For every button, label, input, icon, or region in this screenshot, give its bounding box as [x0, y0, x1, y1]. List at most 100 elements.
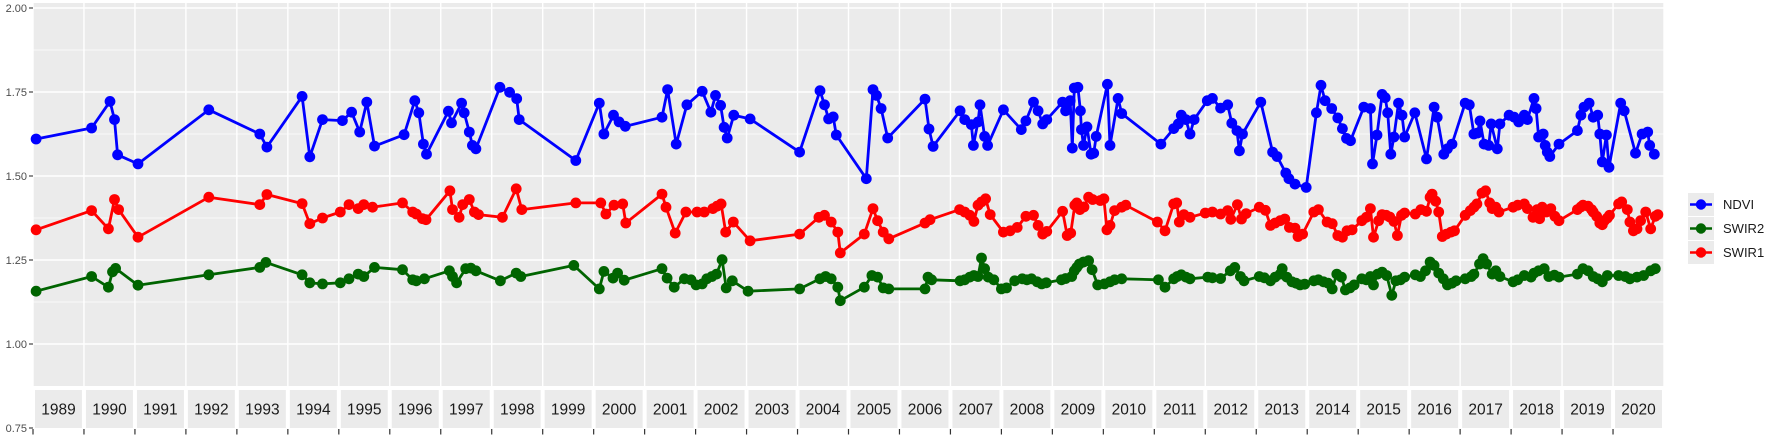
data-point-ndvi	[261, 141, 273, 153]
data-point-ndvi	[511, 93, 523, 105]
facet-strip-label: 2001	[653, 402, 687, 419]
data-point-ndvi	[927, 141, 939, 152]
facet-strip-label: 1999	[551, 402, 585, 419]
data-point-ndvi	[1367, 158, 1378, 170]
data-point-swir1	[984, 209, 996, 221]
data-point-swir1	[1433, 206, 1445, 218]
facet-strip	[1615, 390, 1662, 428]
data-point-swir1	[1365, 203, 1376, 215]
data-point-swir2	[1348, 279, 1360, 291]
data-point-swir2	[598, 266, 610, 277]
legend: NDVI SWIR2 SWIR1	[1688, 193, 1764, 264]
legend-label: SWIR2	[1723, 221, 1764, 236]
data-point-ndvi	[1618, 105, 1630, 117]
data-point-ndvi	[112, 149, 123, 161]
data-point-ndvi	[718, 121, 730, 133]
data-point-ndvi	[744, 113, 756, 125]
data-point-swir2	[988, 274, 1000, 286]
facet-strip-label: 2010	[1112, 402, 1147, 419]
data-point-ndvi	[728, 109, 740, 121]
data-point-swir2	[1381, 270, 1393, 281]
data-point-ndvi	[1188, 114, 1200, 125]
data-point-swir1	[1260, 204, 1271, 216]
data-point-swir1	[1057, 205, 1068, 217]
data-point-swir2	[1276, 263, 1288, 275]
data-point-ndvi	[1116, 108, 1128, 119]
data-point-ndvi	[1345, 135, 1356, 147]
data-point-swir1	[744, 235, 756, 247]
data-point-swir1	[1297, 228, 1308, 240]
data-point-ndvi	[1075, 105, 1086, 117]
data-point-ndvi	[1015, 124, 1027, 135]
data-point-swir2	[334, 277, 346, 289]
data-point-ndvi	[317, 114, 328, 125]
data-point-swir2	[1159, 281, 1171, 293]
data-point-swir1	[1640, 206, 1652, 218]
data-point-ndvi	[979, 131, 990, 142]
data-point-swir2	[1040, 277, 1052, 289]
data-point-swir1	[660, 201, 672, 213]
data-point-swir1	[1279, 213, 1291, 225]
data-point-swir1	[980, 193, 991, 205]
data-point-ndvi	[1311, 107, 1322, 119]
data-point-swir2	[1494, 271, 1506, 282]
data-point-swir2	[1553, 271, 1565, 283]
data-point-ndvi	[998, 104, 1009, 116]
facet-strip-label: 2011	[1163, 402, 1196, 419]
data-point-ndvi	[1180, 114, 1192, 125]
data-point-ndvi	[705, 106, 717, 118]
data-point-ndvi	[1474, 115, 1486, 127]
data-point-swir2	[1207, 272, 1218, 284]
facet-strip	[952, 390, 1000, 428]
data-point-swir1	[1225, 213, 1237, 225]
data-point-swir1	[872, 215, 883, 227]
legend-key-point	[1695, 247, 1707, 258]
data-point-swir2	[1184, 273, 1196, 285]
facet-strip	[187, 390, 235, 428]
data-point-swir1	[600, 208, 612, 220]
data-point-swir2	[726, 275, 738, 287]
data-point-ndvi	[346, 106, 357, 118]
data-point-ndvi	[504, 86, 515, 98]
data-point-swir2	[1368, 279, 1379, 291]
data-point-ndvi	[1090, 131, 1102, 142]
data-point-ndvi	[1319, 95, 1331, 107]
data-point-swir1	[516, 204, 528, 216]
data-point-swir1	[203, 191, 215, 203]
data-point-swir1	[296, 198, 308, 210]
facet-strip-label: 2012	[1214, 402, 1248, 419]
facet-strip	[493, 390, 541, 428]
data-point-swir1	[1104, 220, 1116, 231]
data-point-swir1	[1624, 216, 1636, 228]
data-point-swir1	[1645, 223, 1657, 235]
data-point-ndvi	[1393, 97, 1404, 109]
data-point-swir2	[1083, 255, 1094, 267]
data-point-ndvi	[203, 104, 215, 116]
data-point-ndvi	[463, 126, 475, 138]
facet-strip	[1462, 390, 1510, 428]
data-point-swir2	[832, 281, 844, 293]
data-point-ndvi	[1385, 148, 1397, 160]
data-point-swir2	[656, 263, 668, 275]
data-point-ndvi	[1315, 79, 1327, 91]
data-point-ndvi	[721, 132, 733, 144]
data-point-swir1	[1011, 222, 1023, 233]
data-point-swir1	[1522, 203, 1533, 215]
data-point-ndvi	[1575, 109, 1587, 121]
facet-strip	[1003, 390, 1051, 428]
data-point-swir1	[254, 199, 266, 211]
data-point-swir2	[1399, 271, 1410, 283]
data-point-swir2	[86, 271, 97, 282]
data-point-swir1	[444, 185, 456, 197]
data-point-swir1	[570, 197, 582, 209]
legend-label: SWIR1	[1723, 245, 1764, 260]
data-point-swir1	[1493, 206, 1505, 218]
data-point-swir2	[1538, 263, 1550, 275]
data-point-ndvi	[1237, 128, 1248, 140]
data-point-swir2	[451, 277, 462, 289]
data-point-swir1	[867, 203, 879, 215]
data-point-swir1	[304, 218, 316, 230]
data-point-swir1	[1207, 206, 1218, 218]
data-point-swir1	[1346, 224, 1358, 236]
